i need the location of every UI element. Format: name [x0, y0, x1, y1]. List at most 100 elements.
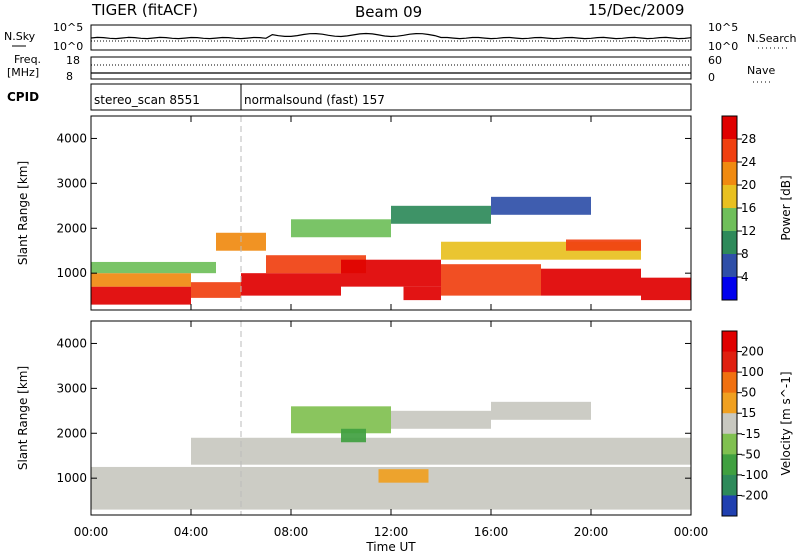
colorbar-tick-label: -200 [741, 488, 768, 502]
velocity-panel: 1000 2000 3000 4000 Slant Range [km] 200 100 50… [16, 320, 793, 517]
velocity-colorbar-label: Velocity [m s^-1] [779, 371, 793, 475]
freq-trace [91, 64, 691, 74]
y-tick-label: 4000 [56, 131, 87, 145]
x-axis-label: Time UT [365, 540, 416, 554]
colorbar-swatch [722, 162, 737, 186]
colorbar-frame [721, 330, 738, 517]
velocity-ylabel: Slant Range [km] [16, 366, 30, 470]
power-data-cell [91, 273, 191, 287]
nsky-label: N.Sky [4, 30, 36, 43]
freq-tick-top: 18 [66, 54, 80, 67]
colorbar-swatch [722, 351, 737, 373]
nsearch-tick-bottom-right: 10^0 [708, 40, 738, 53]
cpid-label: CPID [7, 90, 39, 104]
velocity-data-cell [378, 469, 429, 483]
power-data-cell [566, 239, 641, 251]
power-data-cell [191, 282, 241, 298]
freq-label: Freq. [14, 53, 41, 66]
freq-panel [90, 56, 692, 80]
nave-tick-top: 60 [708, 54, 722, 67]
power-data-cell [541, 268, 641, 296]
colorbar-swatch [722, 413, 737, 435]
colorbar-tick-label: 200 [741, 345, 764, 359]
nsky-line [90, 32, 692, 40]
power-colorbar-label: Power [dB] [779, 175, 793, 240]
nave-label: Nave [747, 64, 775, 77]
power-data-cell [91, 286, 191, 305]
colorbar-swatch [722, 331, 737, 353]
x-tick-label: 08:00 [274, 525, 309, 539]
y-tick-label: 2000 [56, 426, 87, 440]
nsky-trace [90, 32, 692, 42]
colorbar-swatch [722, 372, 737, 394]
colorbar-swatch [722, 254, 737, 278]
colorbar-tick-label: 15 [741, 406, 756, 420]
colorbar-swatch [722, 277, 737, 301]
y-tick-label: 3000 [56, 176, 87, 190]
x-tick-label: 20:00 [574, 525, 609, 539]
colorbar-tick-label: 20 [741, 178, 756, 192]
colorbar-swatch [722, 185, 737, 209]
colorbar-swatch [722, 231, 737, 255]
power-data-cell [491, 196, 591, 215]
power-data-cell [341, 259, 441, 287]
colorbar-tick-label: -100 [741, 468, 768, 482]
x-tick-label: 04:00 [174, 525, 209, 539]
power-data-cell [641, 277, 691, 301]
cpid-segment-label: stereo_scan 8551 [94, 93, 200, 107]
velocity-data-cell [341, 428, 366, 443]
velocity-data-cell [191, 437, 691, 465]
x-tick-label: 16:00 [474, 525, 509, 539]
nave-tick-bottom: 0 [708, 71, 715, 84]
power-data-cell [403, 286, 441, 301]
header-date: 15/Dec/2009 [588, 1, 684, 19]
colorbar-tick-label: -50 [741, 447, 761, 461]
x-tick-label: 00:00 [74, 525, 109, 539]
y-tick-label: 1000 [56, 471, 87, 485]
colorbar-swatch [722, 208, 737, 232]
x-tick-label: 00:00 [674, 525, 709, 539]
colorbar-swatch [722, 454, 737, 476]
colorbar-tick-label: 28 [741, 132, 756, 146]
colorbar-swatch [722, 116, 737, 140]
colorbar-tick-label: 24 [741, 155, 756, 169]
cpid-segment-label: normalsound (fast) 157 [244, 93, 385, 107]
y-tick-label: 4000 [56, 336, 87, 350]
colorbar-swatch [722, 495, 737, 517]
freq-unit-label: [MHz] [7, 66, 39, 79]
y-tick-label: 3000 [56, 381, 87, 395]
power-data-cell [241, 273, 341, 296]
velocity-data-cell [391, 410, 491, 429]
colorbar-swatch [722, 392, 737, 414]
header-beam: Beam 09 [355, 3, 422, 21]
colorbar-tick-label: 8 [741, 247, 749, 261]
header-title: TIGER (fitACF) [91, 1, 198, 19]
y-tick-label: 1000 [56, 266, 87, 280]
power-data-cell [91, 261, 216, 274]
nsky-tick-top-left: 10^5 [53, 21, 83, 34]
power-ylabel: Slant Range [km] [16, 161, 30, 265]
power-panel: 1000 2000 3000 4000 Slant Range [km] 28 24 20 16… [16, 115, 793, 311]
x-axis: 00:00 04:00 08:00 12:00 16:00 20:00 00:00 [74, 116, 709, 539]
nsearch-label: N.Search [747, 32, 797, 45]
colorbar-swatch [722, 139, 737, 163]
nsky-tick-bottom-left: 10^0 [53, 40, 83, 53]
power-data-cell [391, 205, 491, 224]
colorbar-swatch [722, 474, 737, 496]
power-data-cell [441, 264, 541, 296]
y-tick-label: 2000 [56, 221, 87, 235]
colorbar-tick-label: 12 [741, 224, 756, 238]
freq-tick-bottom: 8 [66, 70, 73, 83]
x-tick-label: 12:00 [374, 525, 409, 539]
colorbar-tick-label: 4 [741, 270, 749, 284]
colorbar-tick-label: 100 [741, 365, 764, 379]
colorbar-tick-label: 16 [741, 201, 756, 215]
cpid-segments: stereo_scan 8551 normalsound (fast) 157 [94, 84, 385, 110]
colorbar-tick-label: -15 [741, 427, 761, 441]
nsearch-tick-top-right: 10^5 [708, 21, 738, 34]
colorbar-tick-label: 50 [741, 386, 756, 400]
power-data-cell [291, 219, 391, 238]
velocity-data-cell [491, 401, 591, 420]
cpid-panel [90, 83, 692, 111]
